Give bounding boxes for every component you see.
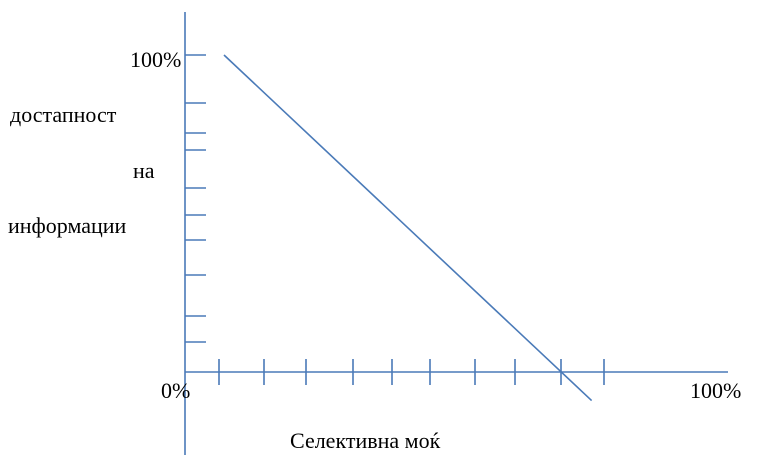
y-axis-label-line-2: на bbox=[133, 158, 155, 183]
y-axis-label-line-1: достапност bbox=[10, 102, 117, 127]
series-line bbox=[223, 54, 593, 402]
y-axis-ticks bbox=[185, 54, 206, 343]
y-tick-label-0: 0% bbox=[161, 378, 190, 403]
y-axis bbox=[184, 12, 206, 455]
y-axis-label-line-3: информации bbox=[8, 213, 127, 238]
x-axis-label: Селективна моќ bbox=[290, 428, 441, 453]
y-tick-label-100: 100% bbox=[130, 47, 181, 72]
x-axis-ticks bbox=[218, 359, 605, 385]
x-axis bbox=[185, 359, 728, 385]
x-tick-label-100: 100% bbox=[690, 378, 741, 403]
